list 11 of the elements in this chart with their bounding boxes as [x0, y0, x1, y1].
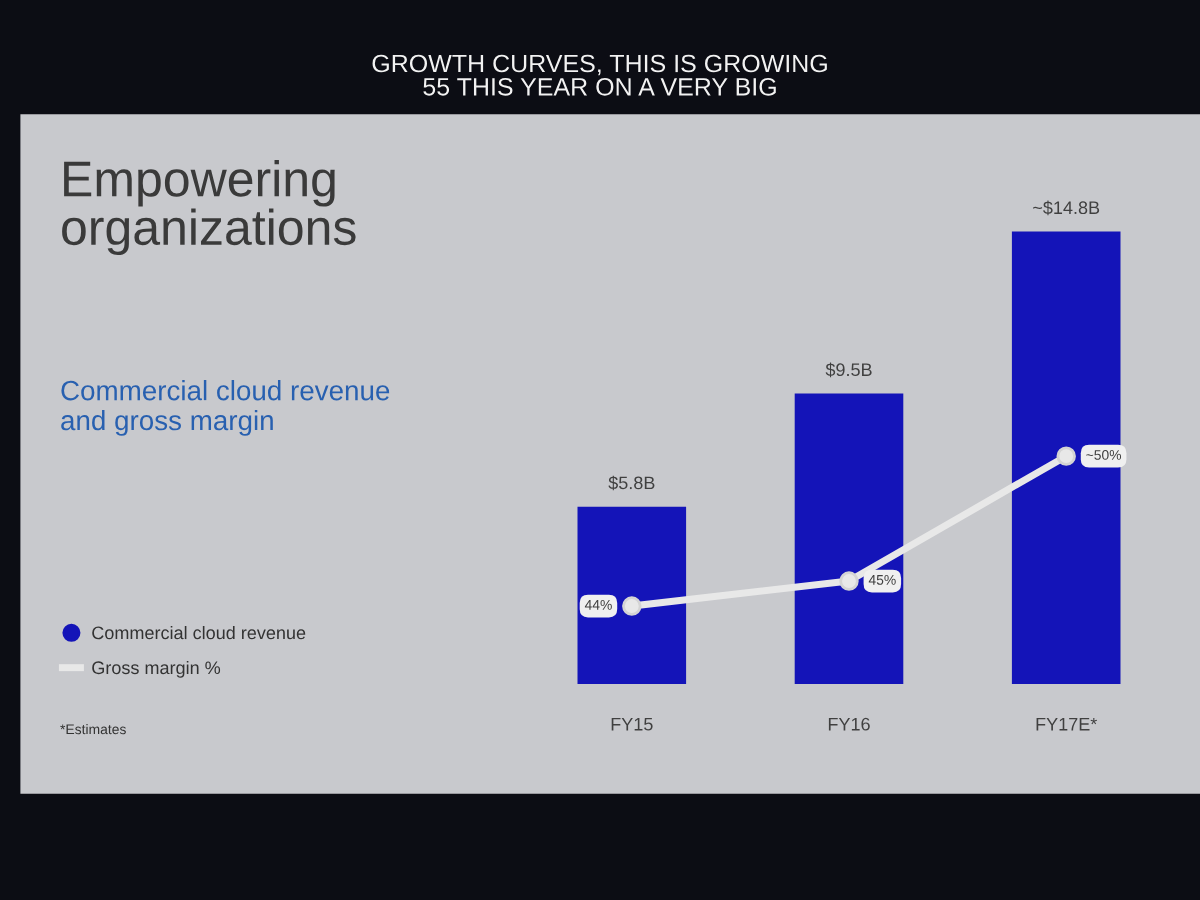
data-label: $9.5B	[825, 362, 872, 378]
x-tick-label: FY16	[828, 717, 870, 731]
data-label: $5.8B	[608, 475, 655, 491]
chart-title: Empowering organizations	[62, 160, 356, 256]
x-tick-label: FY17E*	[1036, 718, 1098, 731]
text: GROWTH CURVES, THIS IS GROWING 55 THIS YEAR ON A VERY BIG	[372, 54, 827, 96]
text: Commercial cloud revenue and gross margin	[61, 380, 390, 436]
legend-label: Gross margin %	[92, 660, 221, 678]
data-label: ~$14.8B	[1033, 200, 1100, 216]
x-tick-label: FY15	[611, 718, 653, 731]
legend-label: Commercial cloud revenue	[92, 626, 306, 640]
